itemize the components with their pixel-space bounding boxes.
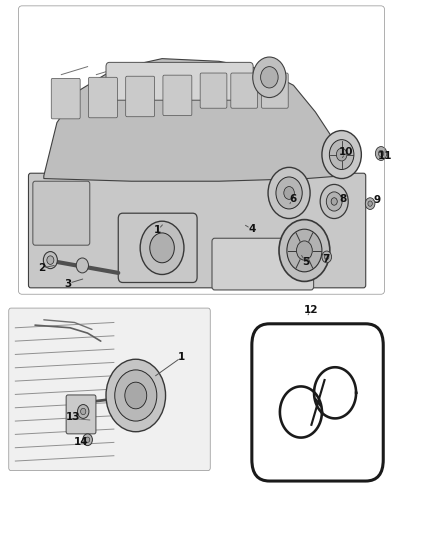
FancyBboxPatch shape	[163, 75, 192, 116]
Circle shape	[325, 254, 329, 260]
Text: 3: 3	[64, 279, 71, 288]
Circle shape	[331, 198, 337, 205]
Text: 7: 7	[323, 254, 330, 264]
Circle shape	[329, 140, 354, 169]
Circle shape	[378, 150, 384, 157]
FancyBboxPatch shape	[28, 173, 366, 288]
Polygon shape	[44, 59, 342, 181]
Circle shape	[326, 192, 342, 211]
Text: 9: 9	[374, 196, 381, 205]
Circle shape	[287, 229, 322, 272]
FancyBboxPatch shape	[126, 76, 155, 117]
Circle shape	[322, 251, 332, 263]
Circle shape	[125, 382, 147, 409]
Text: 1: 1	[154, 225, 161, 235]
Circle shape	[375, 147, 387, 160]
Circle shape	[368, 201, 372, 206]
Circle shape	[81, 408, 86, 415]
FancyBboxPatch shape	[231, 73, 258, 108]
Circle shape	[150, 233, 174, 263]
Text: 13: 13	[66, 412, 81, 422]
Circle shape	[284, 187, 294, 199]
FancyBboxPatch shape	[118, 213, 197, 282]
Text: 2: 2	[38, 263, 45, 273]
Circle shape	[320, 184, 348, 219]
Text: 12: 12	[304, 305, 318, 315]
Text: 1: 1	[178, 352, 185, 362]
Circle shape	[43, 252, 57, 269]
Circle shape	[76, 258, 88, 273]
FancyBboxPatch shape	[33, 181, 90, 245]
Circle shape	[85, 437, 90, 442]
Circle shape	[279, 220, 330, 281]
Circle shape	[322, 131, 361, 179]
Text: 10: 10	[339, 148, 353, 157]
Text: 8: 8	[339, 195, 346, 204]
Circle shape	[276, 177, 302, 209]
Circle shape	[297, 241, 312, 260]
FancyBboxPatch shape	[261, 73, 288, 108]
Circle shape	[47, 256, 54, 264]
Circle shape	[253, 57, 286, 98]
Text: 4: 4	[248, 224, 255, 234]
FancyBboxPatch shape	[66, 395, 96, 434]
Text: 11: 11	[377, 151, 392, 160]
Circle shape	[261, 67, 278, 88]
Circle shape	[268, 167, 310, 219]
Circle shape	[106, 359, 166, 432]
FancyBboxPatch shape	[212, 238, 314, 290]
Text: 6: 6	[289, 194, 296, 204]
Text: 14: 14	[74, 438, 88, 447]
Circle shape	[83, 434, 92, 446]
FancyBboxPatch shape	[9, 308, 210, 471]
Circle shape	[336, 148, 347, 161]
Circle shape	[140, 221, 184, 274]
FancyBboxPatch shape	[88, 77, 117, 118]
Circle shape	[365, 198, 375, 209]
FancyBboxPatch shape	[106, 62, 253, 100]
FancyBboxPatch shape	[51, 78, 80, 119]
FancyBboxPatch shape	[200, 73, 227, 108]
Circle shape	[78, 405, 89, 418]
Circle shape	[115, 370, 157, 421]
Text: 5: 5	[302, 257, 309, 266]
